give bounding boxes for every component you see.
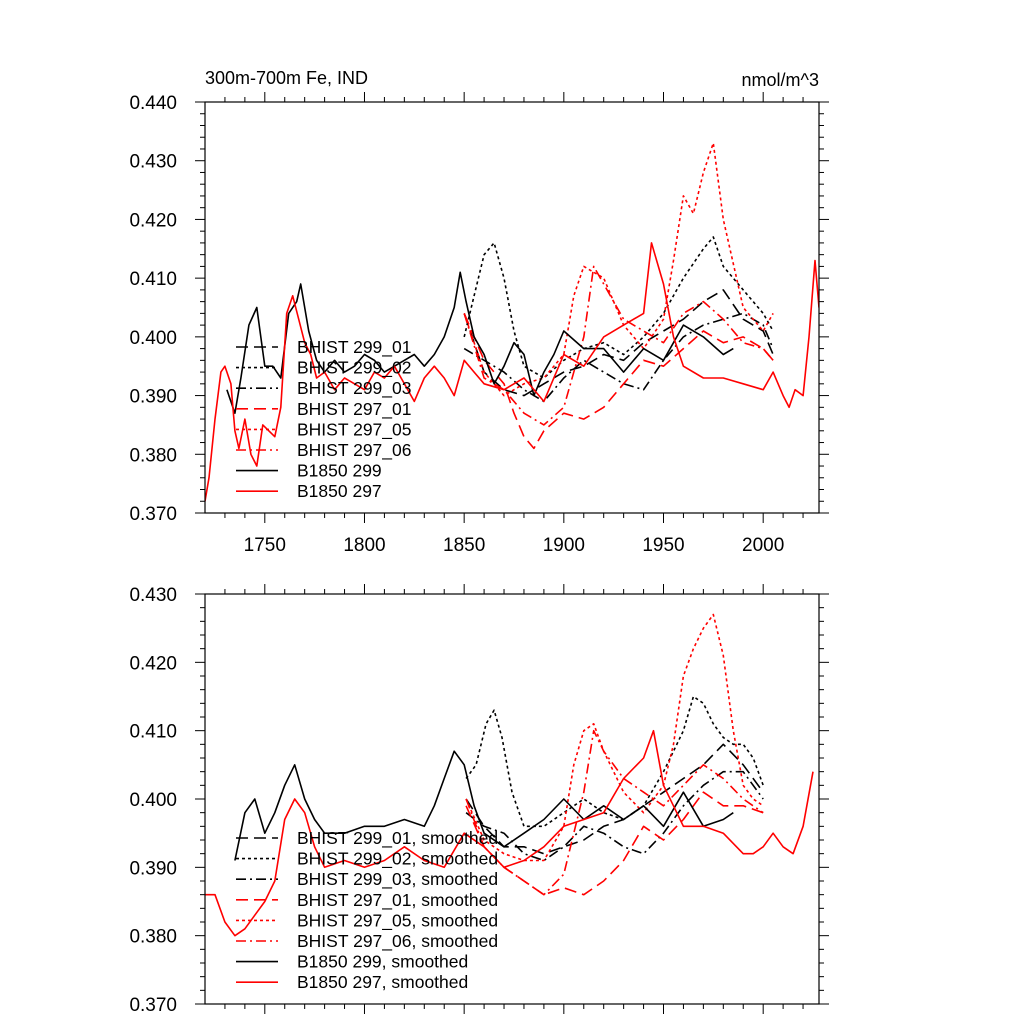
series-line-0-1 (463, 236, 774, 379)
series-line-1-7 (205, 729, 814, 937)
x-tick-label-0-0: 1750 (244, 535, 286, 556)
x-tick-label-0-1: 1800 (343, 535, 385, 556)
legend-label-0-2: BHIST 299_03 (297, 378, 411, 399)
series-line-1-3 (465, 791, 764, 896)
legend-label-0-3: BHIST 297_01 (297, 399, 411, 420)
top-panel-units: nmol/m^3 (742, 70, 819, 90)
series-line-0-6 (226, 271, 734, 415)
series-line-1-6 (234, 750, 734, 861)
y-tick-label-0-6: 0.430 (129, 152, 177, 173)
y-tick-label-1-6: 0.430 (129, 585, 177, 606)
legend-label-0-1: BHIST 299_02 (297, 358, 411, 379)
y-tick-label-0-1: 0.380 (129, 445, 177, 466)
legend-label-1-6: B1850 299, smoothed (297, 952, 468, 972)
legend-label-0-6: B1850 299 (297, 461, 382, 481)
y-tick-label-1-0: 0.370 (129, 995, 177, 1016)
y-tick-label-1-2: 0.390 (129, 858, 177, 879)
y-tick-label-1-1: 0.380 (129, 927, 177, 948)
legend-label-0-0: BHIST 299_01 (297, 337, 411, 358)
series-line-0-3 (463, 313, 774, 450)
y-tick-label-0-5: 0.420 (129, 210, 177, 231)
x-tick-label-0-3: 1900 (543, 535, 585, 556)
legend-label-0-5: BHIST 297_06 (297, 440, 411, 461)
series-line-1-4 (465, 613, 764, 862)
series-line-0-7 (205, 242, 819, 502)
y-tick-label-0-4: 0.410 (129, 269, 177, 290)
x-tick-label-0-4: 1950 (642, 535, 684, 556)
legend-label-1-5: BHIST 297_06, smoothed (297, 931, 498, 952)
legend-label-1-7: B1850 297, smoothed (297, 972, 468, 992)
legend-label-1-3: BHIST 297_01, smoothed (297, 890, 498, 911)
y-tick-label-0-2: 0.390 (129, 387, 177, 408)
legend-label-0-4: BHIST 297_05 (297, 419, 411, 440)
y-tick-label-0-7: 0.440 (129, 93, 177, 114)
x-tick-label-0-5: 2000 (742, 535, 784, 556)
top-panel: 300m-700m Fe, IND nmol/m^3 1750 1800 1850 1… (129, 68, 829, 556)
legend-label-1-4: BHIST 297_05, smoothed (297, 910, 498, 931)
legend-label-1-2: BHIST 299_03, smoothed (297, 869, 498, 890)
bottom-panel: 0.370 0.380 0.390 0.400 0.410 0.420 0.430 BHIS… (129, 584, 829, 1016)
series-line-1-5 (465, 729, 764, 896)
y-tick-label-1-3: 0.400 (129, 790, 177, 811)
top-panel-title: 300m-700m Fe, IND (205, 68, 368, 88)
plot-frame-0 (204, 101, 820, 514)
y-tick-label-0-3: 0.400 (129, 328, 177, 349)
y-tick-label-1-5: 0.420 (129, 653, 177, 674)
y-tick-label-1-4: 0.410 (129, 722, 177, 743)
legend-label-1-0: BHIST 299_01, smoothed (297, 828, 498, 849)
y-tick-label-0-0: 0.370 (129, 504, 177, 525)
series-line-0-2 (463, 312, 774, 403)
x-tick-label-0-2: 1850 (443, 535, 485, 556)
series-line-1-2 (465, 770, 764, 862)
legend-label-1-1: BHIST 299_02, smoothed (297, 849, 498, 870)
legend-label-0-7: B1850 297 (297, 481, 382, 501)
series-line-0-0 (463, 289, 774, 397)
